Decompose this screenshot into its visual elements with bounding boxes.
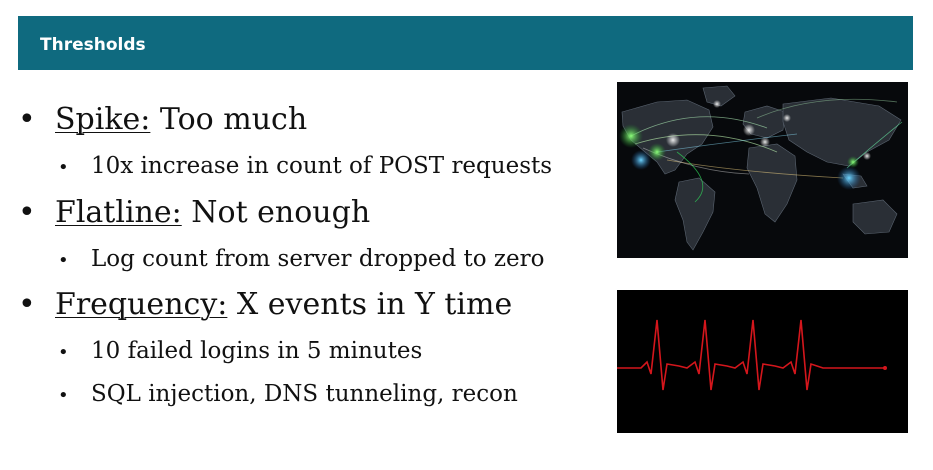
sub-bullet-text: 10 failed logins in 5 minutes xyxy=(91,338,423,364)
bullet-term: Frequency: xyxy=(55,287,228,322)
heartbeat-pulse-image xyxy=(617,290,908,433)
sub-bullet: • 10 failed logins in 5 minutes xyxy=(58,340,422,363)
sub-bullet-icon: • xyxy=(58,385,69,406)
sub-bullet-icon: • xyxy=(58,157,69,178)
bullet-text: X events in Y time xyxy=(227,287,513,322)
bullet-frequency: • Frequency: X events in Y time xyxy=(18,290,512,320)
world-attack-map-image xyxy=(617,82,908,258)
sub-bullet-text: SQL injection, DNS tunneling, recon xyxy=(91,381,518,407)
sub-bullet: • SQL injection, DNS tunneling, recon xyxy=(58,383,518,406)
bullet-flatline: • Flatline: Not enough xyxy=(18,198,370,228)
bullet-spike: • Spike: Too much xyxy=(18,105,307,135)
bullet-icon: • xyxy=(18,102,36,137)
sub-bullet-icon: • xyxy=(58,250,69,271)
bullet-icon: • xyxy=(18,287,36,322)
sub-bullet: • 10x increase in count of POST requests xyxy=(58,155,552,178)
bullet-icon: • xyxy=(18,195,36,230)
bullet-term: Flatline: xyxy=(55,195,182,230)
world-map-graphic xyxy=(619,85,903,251)
bullet-term: Spike: xyxy=(55,102,151,137)
slide-title: Thresholds xyxy=(40,35,146,55)
title-bar: Thresholds xyxy=(18,16,913,70)
pulse-line-graphic xyxy=(617,319,887,391)
sub-bullet-text: 10x increase in count of POST requests xyxy=(91,153,553,179)
sub-bullet-text: Log count from server dropped to zero xyxy=(91,246,545,272)
bullet-text: Too much xyxy=(150,102,308,137)
bullet-text: Not enough xyxy=(181,195,371,230)
sub-bullet: • Log count from server dropped to zero xyxy=(58,248,545,271)
sub-bullet-icon: • xyxy=(58,342,69,363)
